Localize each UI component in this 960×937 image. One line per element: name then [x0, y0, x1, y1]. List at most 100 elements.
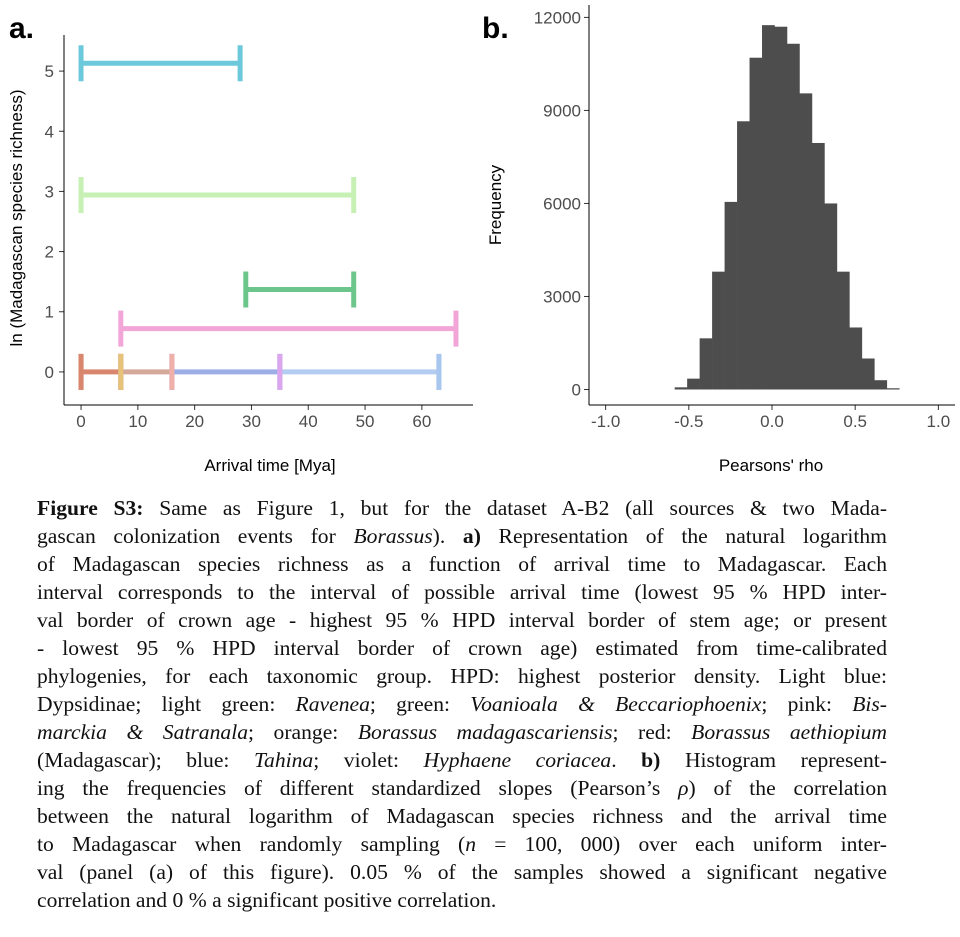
caption-text: Borassus aethiopium	[691, 720, 888, 744]
caption-text: between the natural logarithm of Madagas…	[37, 804, 887, 828]
histogram-bar	[874, 380, 888, 390]
caption-line: correlation and 0 % a significant positi…	[37, 886, 887, 914]
panel-b-bars	[674, 25, 900, 390]
caption-line: phylogenies, for each taxonomic group. H…	[37, 662, 887, 690]
caption-text: ; pink:	[761, 692, 853, 716]
y-tick-label: 2	[45, 243, 54, 262]
panel-a-intervals	[78, 45, 459, 390]
x-tick-label: 60	[412, 412, 431, 431]
caption-line: ing the frequencies of different standar…	[37, 774, 887, 802]
caption-text: Borassus	[353, 524, 433, 548]
y-tick-label: 5	[45, 62, 54, 81]
histogram-bar	[774, 26, 788, 390]
histogram-bar	[687, 378, 700, 390]
caption-text: Hyphaene coriacea	[423, 748, 612, 772]
caption-text: marckia & Satranala	[37, 720, 248, 744]
caption-line: Dypsidinae; light green: Ravenea; green:…	[37, 690, 887, 718]
caption-text: phylogenies, for each taxonomic group. H…	[37, 664, 887, 688]
caption-text: Same as Figure 1, but for the dataset A-…	[143, 496, 888, 520]
x-tick-label: 30	[242, 412, 261, 431]
caption-text: ; orange:	[248, 720, 358, 744]
figure-s3: a. b. 0 10 20 30 40 50 60 0 1 2 3 4 5 Arrival time […	[7, 5, 955, 475]
caption-text: - lowest 95 % HPD interval border of cro…	[37, 636, 887, 660]
histogram-bar	[724, 201, 738, 390]
caption-text: Tahina	[254, 748, 314, 772]
histogram-bar	[799, 93, 813, 390]
caption-text: a)	[462, 524, 481, 548]
caption-text: val border of crown age - highest 95 % H…	[37, 608, 887, 632]
caption-line: val (panel (a) of this figure). 0.05 % o…	[37, 858, 887, 886]
histogram-bar	[786, 43, 800, 390]
panel-a-y-label: ln (Madagascan species richness)	[7, 89, 26, 346]
y-tick-label: 0	[45, 363, 54, 382]
y-tick-label: 12000	[534, 8, 581, 27]
caption-text: of Madagascan species richness as a func…	[37, 552, 887, 576]
caption-text: Bis-	[852, 692, 888, 716]
caption-text: b)	[641, 748, 661, 772]
figure-caption: Figure S3: Same as Figure 1, but for the…	[37, 494, 887, 914]
caption-text: val (panel (a) of this figure). 0.05 % o…	[37, 860, 887, 884]
caption-line: to Madagascar when randomly sampling (n …	[37, 830, 887, 858]
caption-line: val border of crown age - highest 95 % H…	[37, 606, 887, 634]
panel-b-y-label: Frequency	[486, 164, 505, 245]
caption-text: ) of the correlation	[688, 776, 888, 800]
panel-b-x-label: Pearsons' rho	[719, 456, 823, 475]
caption-line: marckia & Satranala; orange: Borassus ma…	[37, 718, 887, 746]
x-tick-label: 10	[128, 412, 147, 431]
caption-line: interval corresponds to the interval of …	[37, 578, 887, 606]
caption-line: - lowest 95 % HPD interval border of cro…	[37, 634, 887, 662]
x-tick-label: 40	[299, 412, 318, 431]
histogram-bar	[849, 327, 863, 390]
x-tick-label: -1.0	[591, 412, 620, 431]
caption-text: Borassus madagascariensis	[357, 720, 613, 744]
caption-text: Representation of the natural logarithm	[480, 524, 887, 548]
y-tick-label: 9000	[543, 101, 581, 120]
histogram-bar	[886, 388, 900, 390]
caption-text: correlation and 0 % a significant positi…	[37, 888, 497, 912]
histogram-bar	[674, 387, 688, 390]
caption-text: ρ	[678, 776, 689, 800]
caption-text: ).	[432, 524, 463, 548]
caption-text: Histogram represent-	[660, 748, 887, 772]
y-tick-label: 1	[45, 303, 54, 322]
caption-text: Voanioala & Beccariophoenix	[470, 692, 762, 716]
x-tick-label: 50	[356, 412, 375, 431]
y-tick-label: 4	[45, 122, 54, 141]
caption-text: Ravenea	[295, 692, 370, 716]
y-tick-label: 6000	[543, 194, 581, 213]
y-tick-label: 3000	[543, 287, 581, 306]
caption-text: n	[465, 832, 476, 856]
caption-text: interval corresponds to the interval of …	[37, 580, 887, 604]
caption-text: = 100, 000) over each uniform inter-	[475, 832, 887, 856]
caption-line: between the natural logarithm of Madagas…	[37, 802, 887, 830]
panel-a-label: a.	[9, 12, 34, 45]
caption-text: ; red:	[612, 720, 692, 744]
histogram-bar	[861, 358, 875, 390]
histogram-bar	[762, 25, 775, 390]
caption-text: ; violet:	[313, 748, 424, 772]
histogram-bar	[737, 121, 750, 390]
caption-text: Figure S3:	[37, 496, 144, 520]
caption-line: gascan colonization events for Borassus)…	[37, 522, 887, 550]
caption-text: .	[611, 748, 642, 772]
caption-text: Dypsidinae; light green:	[37, 692, 296, 716]
caption-line: (Madagascar); blue: Tahina; violet: Hyph…	[37, 746, 887, 774]
caption-text: ing the frequencies of different standar…	[37, 776, 679, 800]
histogram-bar	[836, 271, 850, 390]
caption-line: of Madagascan species richness as a func…	[37, 550, 887, 578]
panel-a-interval-plot: 0 10 20 30 40 50 60 0 1 2 3 4 5 Arrival time [Mya] l…	[7, 35, 473, 475]
panel-a-x-label: Arrival time [Mya]	[204, 456, 335, 475]
y-tick-label: 3	[45, 182, 54, 201]
x-tick-label: 0.0	[760, 412, 784, 431]
histogram-bar	[699, 338, 713, 390]
panel-b-ticks: -1.0 -0.5 0.0 0.5 1.0 0 3000 6000 9000 12000	[534, 8, 950, 431]
histogram-bar	[811, 142, 825, 390]
x-tick-label: -0.5	[674, 412, 703, 431]
caption-text: ; green:	[369, 692, 471, 716]
caption-text: to Madagascar when randomly sampling (	[37, 832, 466, 856]
x-tick-label: 0.5	[843, 412, 867, 431]
caption-line: Figure S3: Same as Figure 1, but for the…	[37, 494, 887, 522]
panel-b-histogram: -1.0 -0.5 0.0 0.5 1.0 0 3000 6000 9000 12000 Pear…	[486, 5, 955, 475]
y-tick-label: 0	[572, 380, 581, 399]
x-tick-label: 0	[76, 412, 85, 431]
